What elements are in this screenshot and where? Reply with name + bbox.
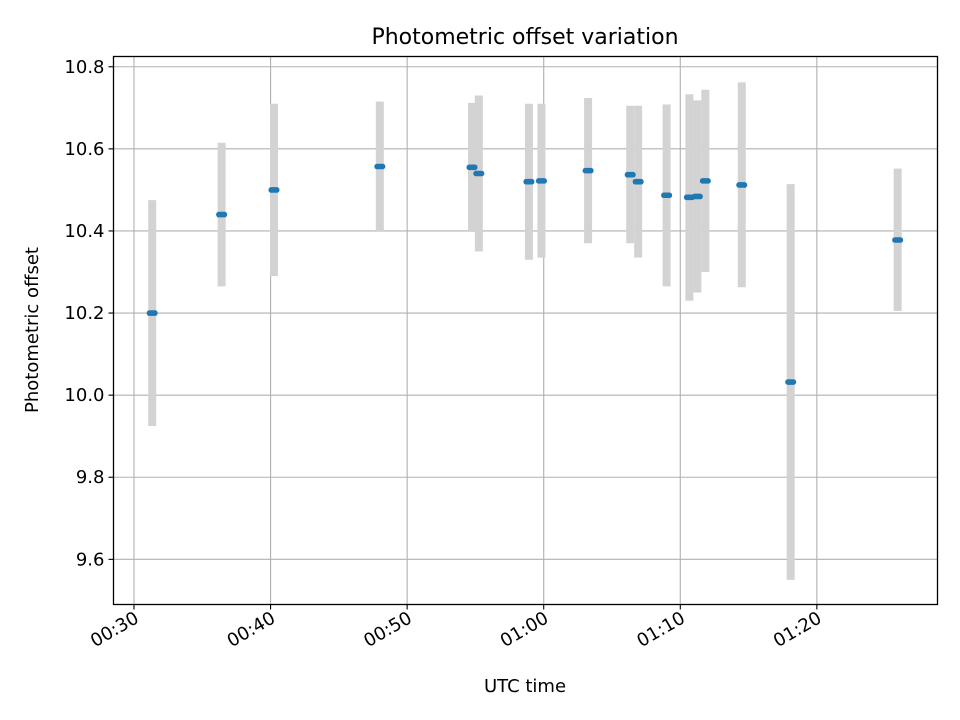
data-points [146, 163, 904, 385]
data-point [736, 182, 748, 188]
data-point [785, 379, 797, 385]
data-point [466, 164, 478, 171]
plot-frame [112, 55, 939, 606]
y-tick-label: 10.0 [64, 385, 104, 406]
data-point [535, 178, 547, 184]
data-point [146, 310, 158, 316]
y-axis-label: Photometric offset [22, 247, 43, 413]
y-tick-label: 10.8 [64, 57, 104, 78]
data-point [661, 192, 673, 199]
y-tick-label: 10.6 [64, 139, 104, 160]
data-point [582, 167, 594, 174]
data-point [374, 163, 386, 170]
data-point [691, 193, 703, 200]
data-point [624, 171, 636, 178]
data-point [268, 187, 280, 193]
chart-title: Photometric offset variation [371, 25, 678, 50]
data-point [216, 211, 228, 218]
y-tick-label: 9.6 [76, 549, 105, 570]
data-point [523, 178, 535, 185]
y-tick-label: 10.2 [64, 303, 104, 324]
data-point [892, 237, 904, 243]
y-tick-label: 9.8 [76, 467, 105, 488]
data-point [473, 170, 485, 177]
x-axis-label: UTC time [484, 676, 566, 697]
data-point [699, 178, 711, 184]
y-tick-label: 10.4 [64, 221, 104, 242]
data-point [632, 178, 644, 185]
